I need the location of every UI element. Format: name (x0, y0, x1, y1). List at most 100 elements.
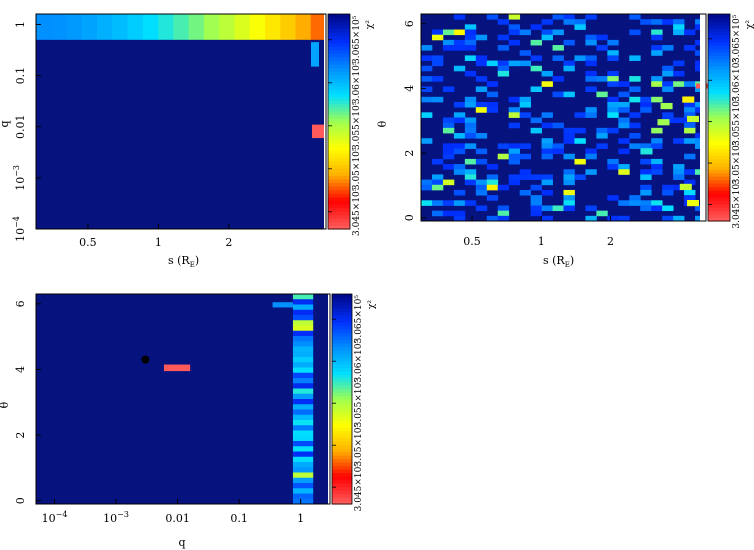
colorbar-label: χ² (367, 300, 377, 309)
heatmap-cell (219, 14, 235, 40)
colorbar-segment (332, 451, 352, 456)
heatmap-cell (563, 174, 575, 180)
heatmap-cell (541, 29, 553, 36)
heatmap-cell (519, 143, 532, 149)
x-tick-label: 1 (538, 235, 545, 248)
heatmap-cell (249, 14, 266, 40)
colorbar-segment (332, 472, 352, 477)
colorbar-segment (332, 343, 352, 348)
heatmap-cell (585, 14, 597, 20)
tick-label: 10−3 (103, 510, 129, 525)
heatmap-cell (684, 127, 696, 134)
heatmap-cell (292, 372, 314, 379)
colorbar-segment (332, 437, 352, 442)
colorbar-segment (328, 157, 350, 162)
heatmap-cell (552, 76, 564, 82)
heatmap-cell (530, 65, 542, 72)
heatmap-cell (475, 55, 488, 61)
heatmap-cell (497, 143, 510, 149)
heatmap-cell (431, 210, 444, 217)
heatmap-cell (464, 117, 477, 124)
colorbar-segment (332, 371, 352, 376)
heatmap-cell (453, 39, 466, 46)
heatmap-cell (629, 122, 641, 129)
heatmap-cell (596, 45, 608, 51)
heatmap-cell (292, 425, 314, 431)
heatmap-cell (662, 70, 674, 77)
colorbar-segment (332, 486, 352, 491)
heatmap-cell (431, 76, 444, 82)
colorbar-segment (332, 490, 352, 495)
colorbar-segment (328, 135, 350, 141)
heatmap-cell (292, 414, 314, 421)
colorbar-segment (332, 315, 352, 320)
colorbar-segment (328, 164, 350, 169)
heatmap-cell (530, 184, 542, 191)
heatmap-cell (421, 76, 433, 82)
heatmap-cell (607, 195, 619, 201)
heatmap-cell (629, 55, 641, 61)
heatmap-cell (607, 81, 619, 87)
colorbar-segment (332, 402, 352, 407)
heatmap-cell (442, 200, 455, 206)
colorbar-segment (708, 179, 730, 184)
heatmap-cell (464, 29, 477, 36)
heatmap-cell (475, 148, 488, 155)
heatmap-cell (552, 91, 564, 98)
colorbar-segment (332, 360, 352, 365)
colorbar-segment (708, 41, 730, 46)
heatmap-cell (574, 24, 586, 30)
heatmap-cell (292, 378, 314, 384)
heatmap-cell (173, 14, 190, 40)
heatmap-cell (486, 81, 499, 87)
heatmap-cell (508, 96, 521, 103)
heatmap-cell (431, 55, 444, 61)
heatmap-cell (618, 117, 630, 124)
colorbar-tick-label: 3.045×10⁵ (352, 187, 362, 236)
heatmap-cell (684, 179, 696, 186)
heatmap-cell (530, 174, 542, 180)
colorbar-segment (332, 493, 352, 498)
colorbar: 3.045×10⁵3.05×10⁵3.055×10⁵3.06×10⁵3.065×… (327, 13, 375, 236)
colorbar-segment (332, 476, 352, 481)
heatmap-cell (497, 19, 510, 25)
colorbar-segment (708, 186, 730, 191)
colorbar-segment (328, 110, 350, 115)
heatmap-cell (497, 205, 510, 212)
heatmap-cell (453, 29, 466, 36)
x-tick-label: 0.5 (79, 236, 97, 249)
heatmap-cell (673, 215, 685, 222)
heatmap-cell (508, 107, 521, 113)
heatmap-cell (464, 34, 477, 41)
heatmap-cell (629, 29, 641, 36)
colorbar-segment (332, 441, 352, 446)
heatmap-cell (508, 153, 521, 160)
heatmap-cell (508, 122, 521, 129)
tick-label: 10−3 (12, 165, 27, 191)
heatmap-cell (508, 14, 521, 20)
heatmap-cell (662, 215, 674, 222)
heatmap-cell (563, 200, 575, 206)
heatmap-cell (574, 55, 586, 61)
heatmap-cell (292, 388, 314, 395)
heatmap-cell (519, 101, 532, 108)
heatmap-cell (640, 96, 652, 103)
heatmap-cell (508, 29, 521, 36)
heatmap-cell (651, 34, 663, 41)
colorbar-segment (708, 72, 730, 77)
tick-label: 0.01 (14, 114, 27, 139)
heatmap-cell (280, 14, 296, 40)
heatmap-cell (585, 55, 597, 61)
colorbar-segment (328, 125, 350, 130)
heatmap-cell (607, 55, 619, 61)
colorbar-segment (332, 385, 352, 390)
colorbar-segment (708, 96, 730, 101)
heatmap-cell (508, 39, 521, 46)
colorbar-segment (708, 83, 730, 88)
colorbar-segment (708, 196, 730, 201)
colorbar-segment (708, 124, 730, 129)
heatmap-cell (541, 19, 553, 25)
heatmap-cell (442, 45, 455, 51)
colorbar-segment (328, 175, 350, 180)
